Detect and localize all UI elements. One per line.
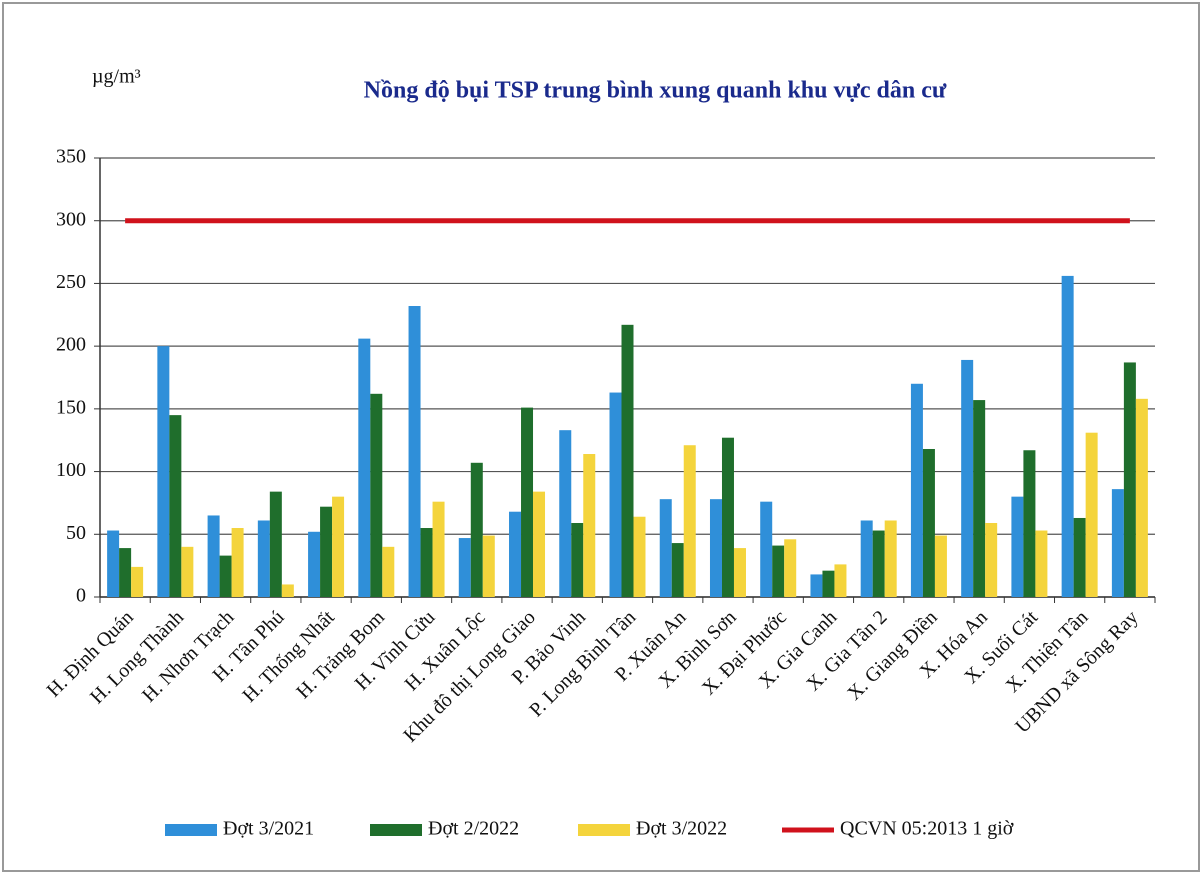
bar	[609, 392, 622, 597]
bar	[985, 522, 998, 597]
bar	[961, 359, 974, 597]
bar	[458, 538, 471, 597]
y-tick-label: 50	[66, 522, 86, 544]
legend-swatch	[165, 824, 217, 836]
chart-title: Nồng độ bụi TSP trung bình xung quanh kh…	[364, 78, 947, 104]
bar	[760, 501, 773, 597]
y-tick-label: 0	[76, 585, 86, 607]
bar	[231, 528, 244, 597]
bar	[583, 454, 596, 597]
bar	[269, 491, 282, 597]
bar	[973, 400, 986, 597]
bar	[308, 531, 321, 597]
bar	[207, 515, 220, 597]
y-tick-label: 200	[56, 334, 86, 356]
y-tick-label: 300	[56, 208, 86, 230]
bar	[1023, 450, 1036, 597]
bar	[571, 522, 584, 597]
bar	[721, 437, 734, 597]
legend-label: Đợt 3/2021	[223, 818, 314, 840]
bar	[621, 324, 634, 597]
y-axis-unit: µg/m³	[92, 66, 141, 88]
bar	[910, 383, 923, 597]
bar	[332, 496, 345, 597]
bar	[810, 574, 823, 597]
y-tick-label: 250	[56, 271, 86, 293]
bar	[922, 448, 935, 597]
bar	[884, 520, 897, 597]
legend-label: QCVN 05:2013 1 giờ	[840, 818, 1014, 840]
bar	[370, 393, 383, 597]
legend-label: Đợt 3/2022	[636, 818, 727, 840]
bar	[772, 545, 785, 597]
bar	[633, 516, 646, 597]
bar	[559, 430, 572, 597]
bar	[822, 570, 835, 597]
bar	[671, 543, 684, 597]
bar	[131, 566, 144, 597]
bar	[408, 306, 421, 597]
y-tick-label: 100	[56, 459, 86, 481]
bar	[181, 546, 194, 597]
bar	[107, 530, 120, 597]
bar	[1061, 275, 1074, 597]
bar	[709, 499, 722, 597]
bar	[1123, 362, 1136, 597]
bar	[1111, 489, 1124, 597]
bar	[521, 407, 534, 597]
bar	[1135, 398, 1148, 597]
bar	[659, 499, 672, 597]
bar	[382, 546, 395, 597]
bar	[157, 346, 170, 597]
bar	[219, 555, 232, 597]
bar	[281, 584, 294, 597]
bar	[934, 535, 947, 597]
legend-swatch	[370, 824, 422, 836]
bar	[482, 535, 495, 597]
bar	[834, 564, 847, 597]
bar	[169, 415, 182, 597]
bar	[420, 528, 433, 597]
bar	[1085, 432, 1098, 597]
bar	[320, 506, 333, 597]
bar	[509, 511, 522, 597]
bar	[358, 338, 371, 597]
y-tick-label: 150	[56, 396, 86, 418]
bar	[432, 501, 445, 597]
bar	[1011, 496, 1024, 597]
bar	[784, 539, 797, 597]
bar	[683, 445, 696, 597]
bar	[533, 491, 546, 597]
y-tick-label: 350	[56, 146, 86, 168]
bar	[470, 462, 483, 597]
legend-swatch	[578, 824, 630, 836]
bar	[733, 548, 746, 597]
legend-label: Đợt 2/2022	[428, 818, 519, 840]
bar	[257, 520, 270, 597]
bar	[860, 520, 873, 597]
bar	[1073, 517, 1086, 597]
bar	[872, 530, 885, 597]
bar	[1035, 530, 1048, 597]
bar	[119, 548, 132, 597]
